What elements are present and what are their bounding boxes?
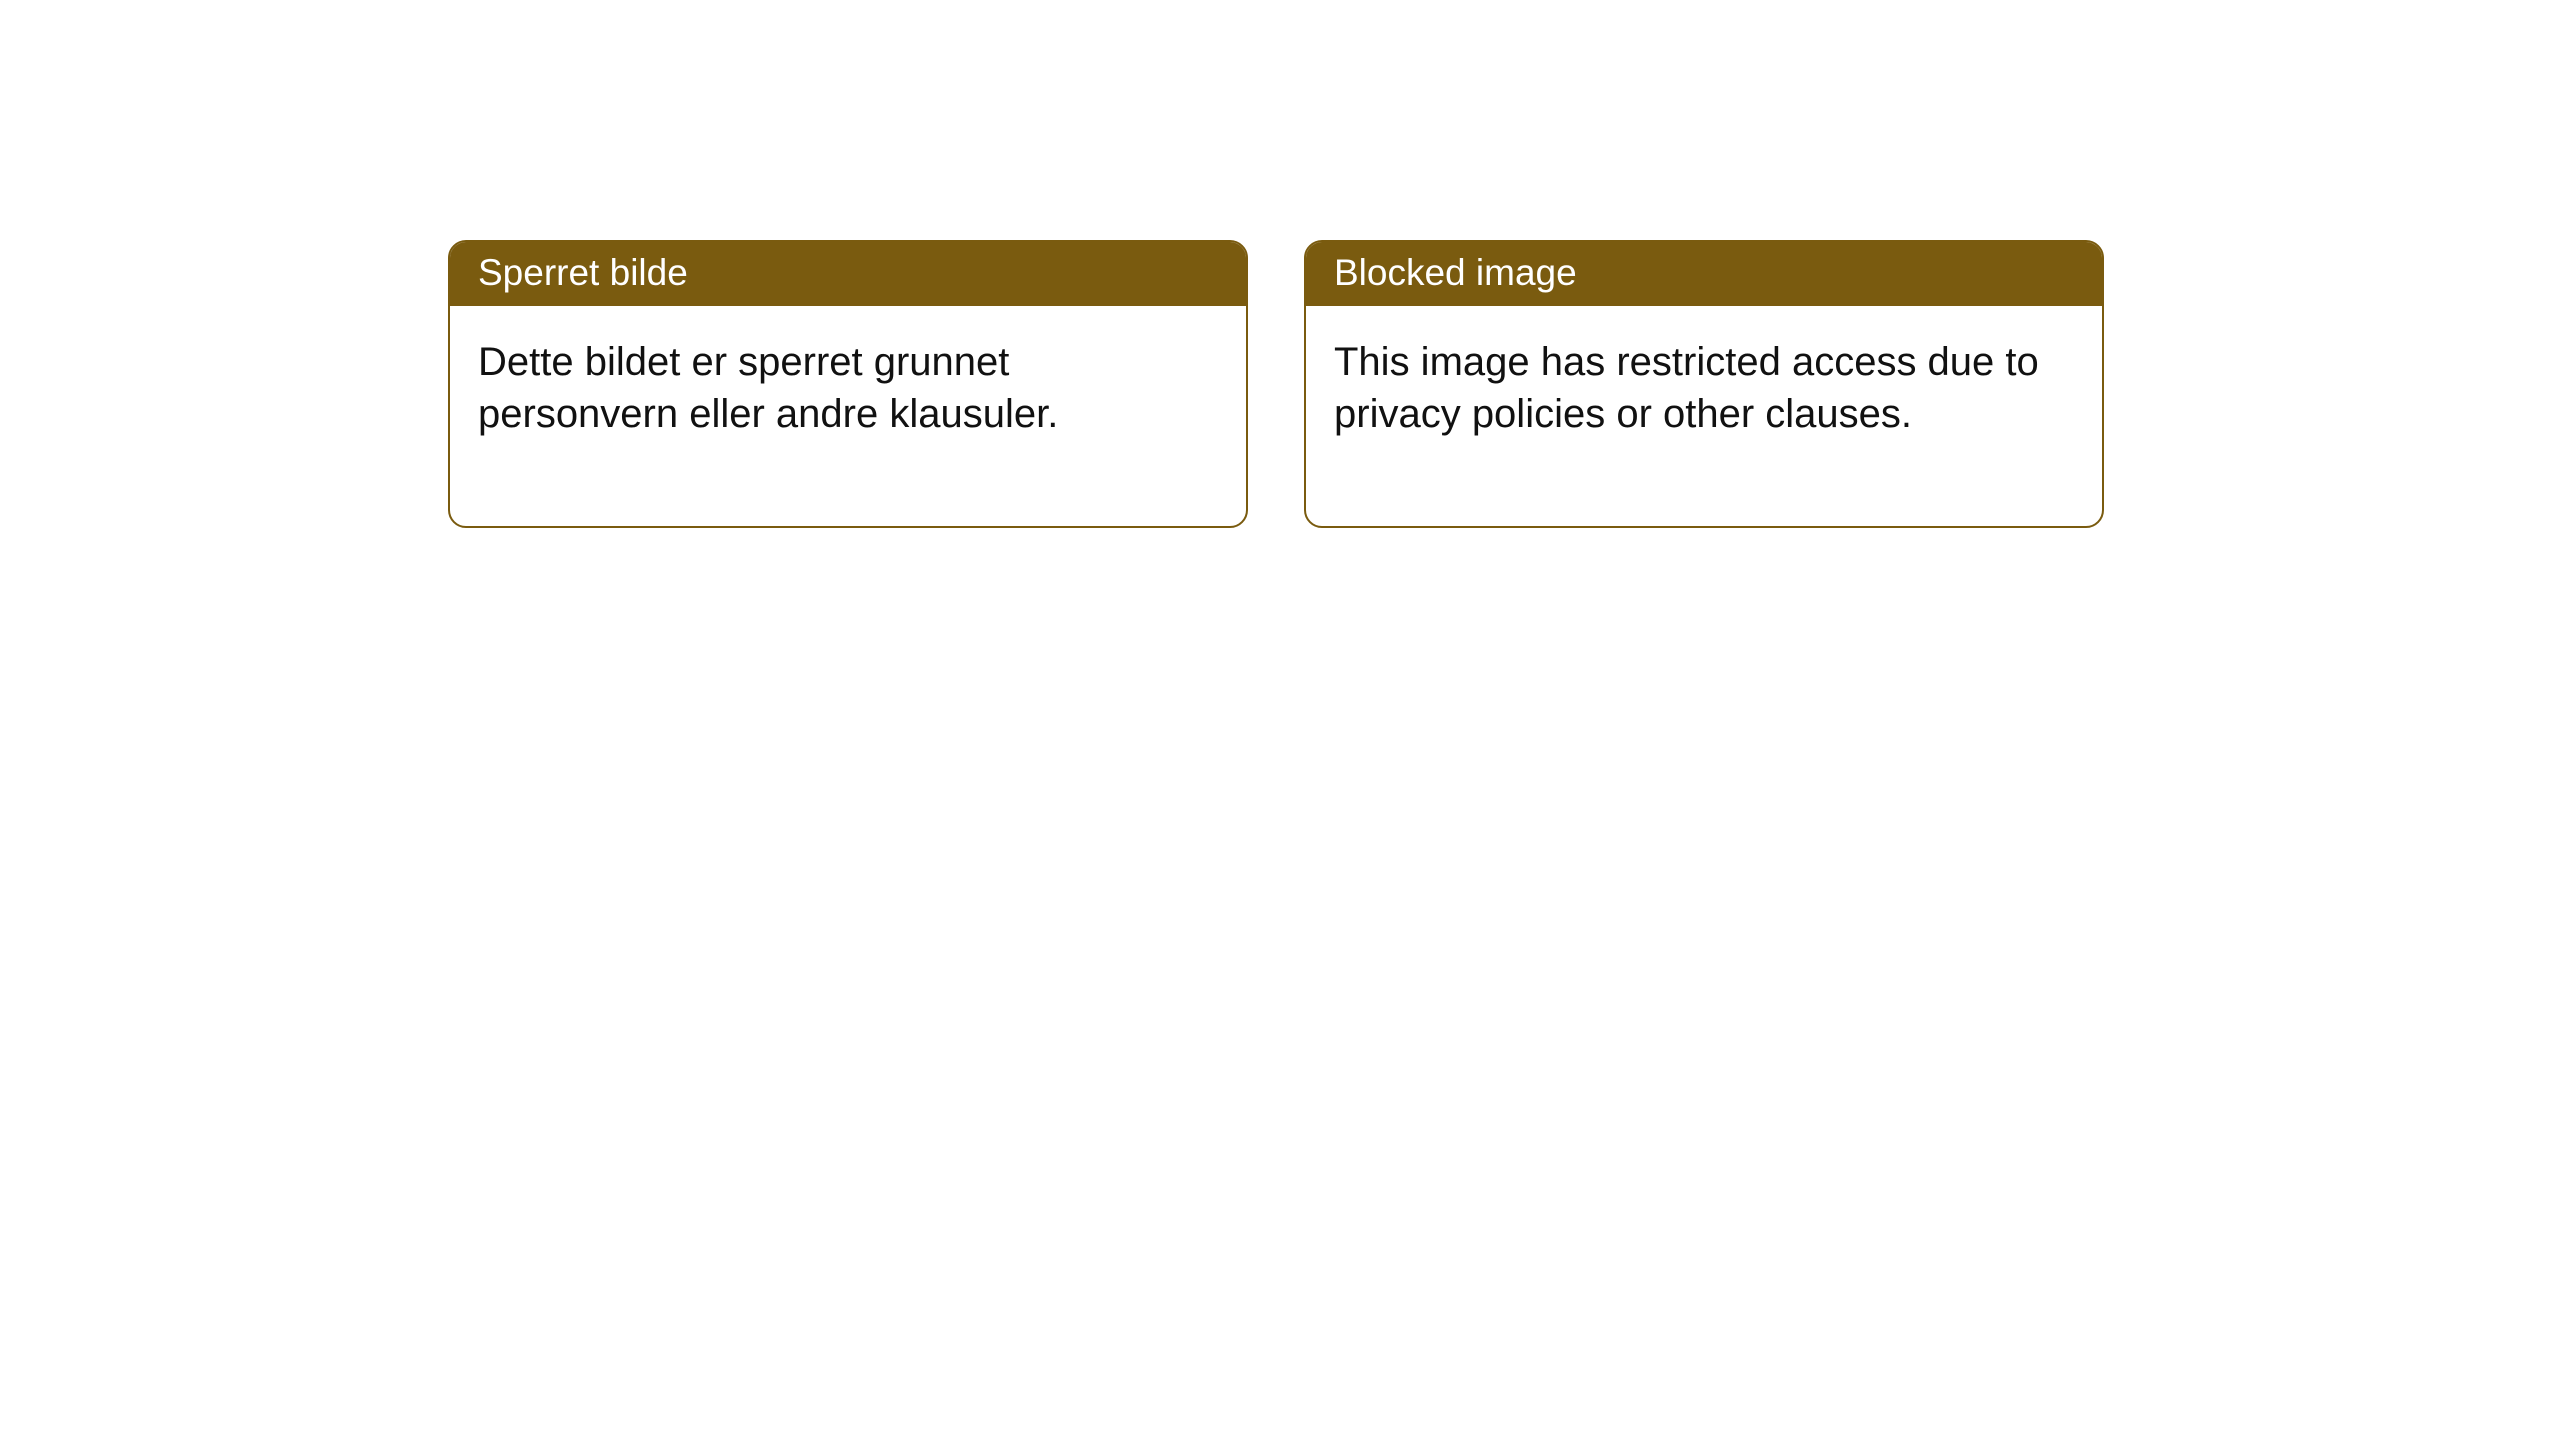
card-body-en: This image has restricted access due to … [1306,306,2102,526]
card-header-en: Blocked image [1306,242,2102,306]
card-header-no: Sperret bilde [450,242,1246,306]
blocked-image-card-en: Blocked image This image has restricted … [1304,240,2104,528]
card-body-no: Dette bildet er sperret grunnet personve… [450,306,1246,526]
blocked-image-card-no: Sperret bilde Dette bildet er sperret gr… [448,240,1248,528]
card-row: Sperret bilde Dette bildet er sperret gr… [0,0,2560,528]
